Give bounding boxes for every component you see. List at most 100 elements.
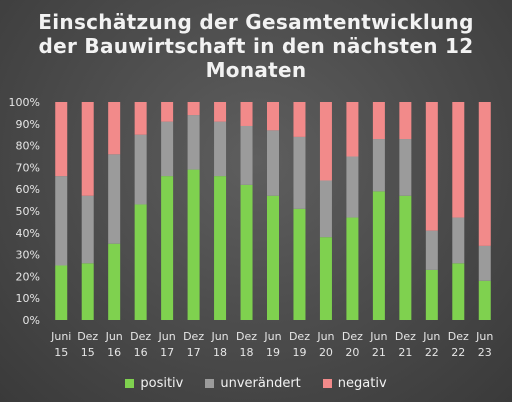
y-tick-label: 80%	[16, 140, 40, 153]
x-tick-label: 15	[54, 346, 68, 359]
x-tick-label: Dez	[236, 330, 257, 343]
chart-title-line-2: der Bauwirtschaft in den nächsten 12	[38, 34, 474, 58]
x-tick-label: 16	[107, 346, 121, 359]
y-tick-label: 70%	[16, 161, 40, 174]
y-tick-label: 90%	[16, 118, 40, 131]
bar-segment-positiv	[240, 184, 253, 320]
bar-segment-unverndert	[267, 130, 279, 196]
bar-segment-positiv	[346, 217, 359, 320]
bar-segment-negativ	[372, 102, 385, 140]
chart-title-line-3: Monaten	[205, 58, 307, 82]
x-tick-label: 18	[240, 346, 254, 359]
chart-legend: positiv unverändert negativ	[0, 376, 512, 391]
legend-item-positiv: positiv	[125, 376, 183, 391]
bar-segment-unverndert	[81, 195, 94, 264]
x-tick-label: Dez	[342, 330, 363, 343]
y-tick-label: 40%	[16, 227, 40, 240]
x-tick-label: 19	[292, 346, 306, 359]
bar-segment-unverndert	[161, 121, 174, 177]
bar-segment-positiv	[478, 280, 491, 320]
x-tick-label: Jun	[105, 330, 123, 343]
bar-segment-unverndert	[108, 154, 121, 244]
bar-segment-negativ	[55, 102, 68, 177]
chart-title-line-1: Einschätzung der Gesamtentwicklung	[38, 10, 474, 34]
x-tick-label: Jun	[210, 330, 228, 343]
bar-segment-positiv	[134, 204, 147, 320]
bar-segment-unverndert	[425, 230, 438, 270]
bar-segment-positiv	[187, 169, 200, 320]
bar-segment-negativ	[267, 102, 279, 131]
bar-segment-positiv	[293, 208, 306, 320]
bar-segment-positiv	[55, 265, 68, 320]
bar-segment-unverndert	[240, 125, 253, 185]
x-tick-label: Jun	[422, 330, 440, 343]
bar-segment-negativ	[425, 102, 438, 231]
x-tick-label: 15	[81, 346, 95, 359]
x-tick-label: Jun	[316, 330, 334, 343]
bar-segment-positiv	[81, 263, 94, 320]
y-tick-label: 60%	[16, 183, 40, 196]
bar-segment-negativ	[214, 102, 227, 122]
bar-segment-unverndert	[134, 134, 147, 205]
y-tick-label: 0%	[23, 314, 40, 327]
bar-segment-negativ	[346, 102, 359, 157]
y-tick-label: 50%	[16, 205, 40, 218]
y-tick-label: 30%	[16, 249, 40, 262]
chart-title: Einschätzung der Gesamtentwicklung der B…	[0, 10, 512, 82]
x-tick-label: Dez	[77, 330, 98, 343]
bar-segment-negativ	[478, 102, 491, 246]
legend-label-unveraendert: unverändert	[220, 376, 301, 391]
x-tick-label: Dez	[289, 330, 310, 343]
bar-segment-negativ	[240, 102, 253, 126]
x-tick-label: Dez	[448, 330, 469, 343]
bar-segment-positiv	[267, 195, 279, 320]
y-tick-label: 100%	[9, 96, 40, 109]
x-tick-label: Dez	[183, 330, 204, 343]
bar-segment-positiv	[108, 243, 121, 320]
x-tick-label: Jun	[369, 330, 387, 343]
x-tick-label: 22	[425, 346, 439, 359]
bar-segment-positiv	[214, 176, 227, 320]
bar-segment-unverndert	[452, 217, 465, 264]
bar-segment-positiv	[425, 269, 438, 320]
legend-swatch-unveraendert	[205, 379, 215, 388]
bar-segment-negativ	[161, 102, 174, 122]
legend-swatch-positiv	[125, 379, 135, 388]
x-tick-label: 19	[266, 346, 280, 359]
x-tick-label: Dez	[395, 330, 416, 343]
bar-segment-unverndert	[214, 121, 227, 177]
bar-segment-unverndert	[399, 139, 412, 196]
bar-segment-unverndert	[55, 176, 68, 266]
bar-segment-unverndert	[372, 139, 385, 192]
legend-swatch-negativ	[322, 379, 332, 388]
legend-item-unveraendert: unverändert	[205, 376, 301, 391]
bar-segment-unverndert	[187, 115, 200, 170]
bar-segment-negativ	[319, 102, 332, 181]
x-tick-label: 21	[372, 346, 386, 359]
bar-segment-unverndert	[346, 156, 359, 218]
y-tick-label: 10%	[16, 292, 40, 305]
x-tick-label: Jun	[475, 330, 493, 343]
x-tick-label: 17	[187, 346, 201, 359]
x-tick-label: 21	[398, 346, 412, 359]
bar-segment-negativ	[293, 102, 306, 137]
x-tick-label: Jun	[263, 330, 281, 343]
legend-item-negativ: negativ	[322, 376, 387, 391]
x-tick-label: Juni	[50, 330, 71, 343]
bar-segment-positiv	[319, 237, 332, 320]
bar-segment-positiv	[161, 176, 174, 320]
bar-segment-unverndert	[319, 180, 332, 238]
bar-segment-positiv	[399, 195, 412, 320]
x-tick-label: 16	[134, 346, 148, 359]
x-tick-label: 22	[451, 346, 465, 359]
bar-segment-negativ	[108, 102, 121, 155]
bar-segment-positiv	[372, 191, 385, 320]
x-tick-label: 18	[213, 346, 227, 359]
x-tick-label: 17	[160, 346, 174, 359]
x-tick-label: 23	[478, 346, 492, 359]
bar-segment-negativ	[399, 102, 412, 140]
y-tick-label: 20%	[16, 270, 40, 283]
bar-segment-negativ	[134, 102, 147, 135]
x-tick-label: Jun	[158, 330, 176, 343]
